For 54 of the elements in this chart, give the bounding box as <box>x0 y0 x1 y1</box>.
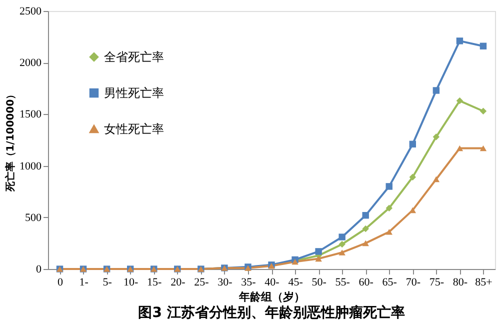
y-tick-label: 1000 <box>20 160 42 172</box>
point <box>362 225 369 232</box>
point <box>480 108 487 114</box>
point <box>338 234 346 240</box>
y-tick-label: 2000 <box>20 57 42 70</box>
legend-label: 男性死亡率 <box>104 86 164 100</box>
x-tick-label: 70- <box>406 276 421 288</box>
x-tick-label: 65- <box>382 276 398 288</box>
y-tick-label: 1500 <box>20 108 42 121</box>
legend-label: 全省死亡率 <box>104 50 164 64</box>
x-axis-title: 年龄组（岁） <box>238 290 305 304</box>
point <box>362 212 369 219</box>
x-tick-label: 80- <box>452 276 468 288</box>
y-tick-label: 2500 <box>20 6 42 18</box>
x-tick-label: 35- <box>241 276 256 288</box>
x-tick-label: 75- <box>429 276 444 288</box>
x-tick-label: 5- <box>102 276 112 288</box>
x-tick-label: 1- <box>79 276 89 288</box>
point <box>386 204 392 212</box>
x-tick-label: 45- <box>288 276 304 288</box>
x-tick-label: 30- <box>218 276 233 288</box>
point <box>409 207 416 214</box>
point <box>456 97 464 104</box>
point <box>362 240 369 246</box>
legend-label: 女性死亡率 <box>104 122 164 136</box>
x-tick-label: 50- <box>312 276 327 288</box>
point <box>338 250 346 256</box>
point <box>456 38 464 44</box>
point <box>432 134 440 140</box>
text: 图3 江苏省分性别、年龄别恶性肿瘤死亡率 <box>138 304 405 321</box>
x-tick-label: 55- <box>335 276 350 288</box>
point <box>456 145 464 152</box>
x-tick-label: 60- <box>358 276 374 288</box>
point <box>386 183 392 190</box>
point <box>432 87 440 94</box>
x-tick-label: 20- <box>170 276 186 288</box>
point <box>338 240 346 248</box>
y-axis-title: 死亡率（1/100000） <box>4 89 16 193</box>
x-tick-label: 10- <box>124 276 139 288</box>
point <box>480 42 487 50</box>
point <box>432 176 440 182</box>
point <box>386 228 392 235</box>
x-tick-label: 40- <box>264 276 280 288</box>
point <box>409 140 416 148</box>
x-tick-label: 15- <box>147 276 162 288</box>
point <box>315 248 322 255</box>
x-tick-label: 0 <box>58 276 64 288</box>
y-tick-label: 500 <box>25 212 42 224</box>
x-tick-label: 25- <box>194 276 210 288</box>
point <box>409 174 416 181</box>
point <box>315 256 322 262</box>
point <box>480 145 487 152</box>
x-tick-label: 85+ <box>475 276 492 288</box>
y-tick-label: 0 <box>36 264 42 276</box>
